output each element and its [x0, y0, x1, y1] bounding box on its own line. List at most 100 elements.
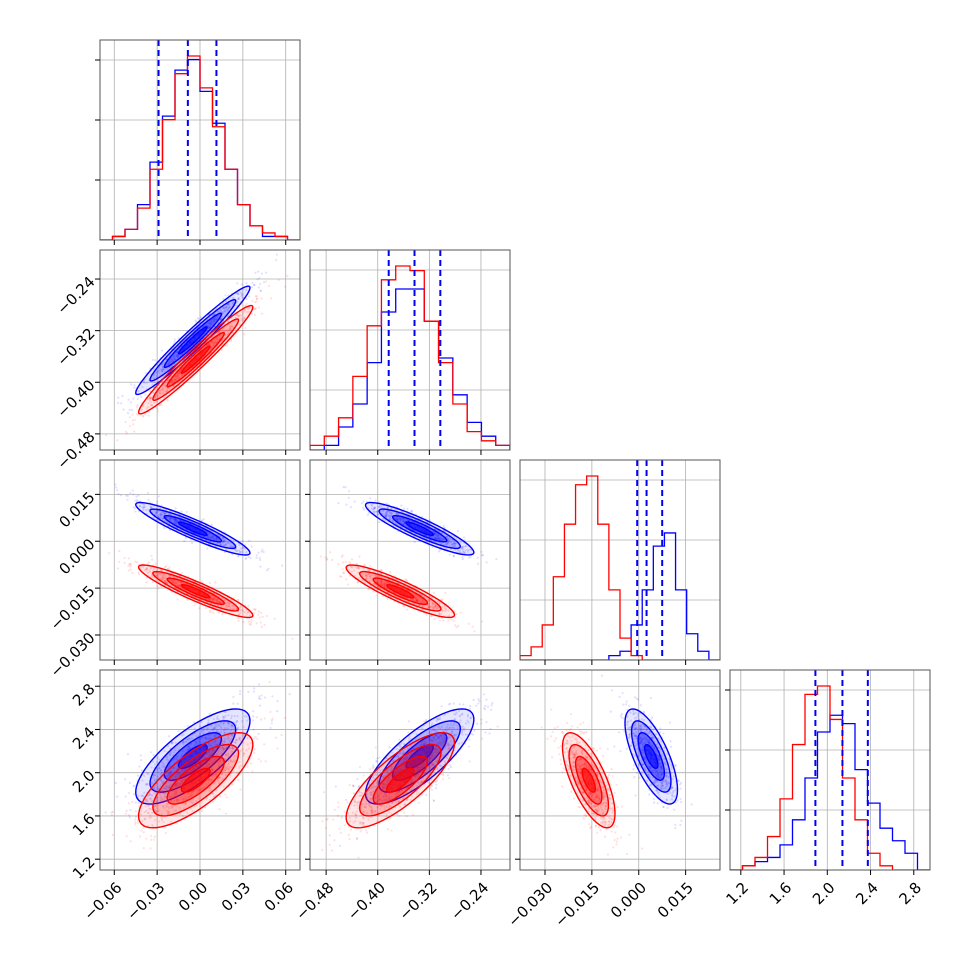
scatter-point	[134, 499, 137, 502]
scatter-point	[155, 509, 159, 512]
scatter-point	[228, 306, 231, 309]
scatter-point	[347, 568, 351, 572]
scatter-point	[161, 578, 165, 581]
scatter-point	[457, 624, 460, 628]
scatter-point	[236, 292, 239, 295]
scatter-point	[242, 297, 245, 300]
scatter-point	[442, 538, 445, 541]
scatter-point	[152, 391, 155, 394]
scatter-point	[355, 562, 358, 565]
scatter-point	[254, 608, 257, 612]
scatter-point	[207, 342, 210, 346]
scatter-point	[433, 532, 436, 535]
scatter-point	[145, 567, 148, 571]
scatter-point	[385, 511, 388, 514]
scatter-point	[174, 518, 177, 521]
scatter-point	[344, 486, 347, 489]
panel-1-1	[309, 249, 511, 455]
scatter-point	[241, 546, 244, 549]
scatter-point	[130, 408, 134, 412]
scatter-point	[138, 573, 141, 576]
scatter-point	[341, 568, 344, 571]
scatter-point	[188, 344, 191, 347]
scatter-point	[146, 567, 149, 570]
scatter-point	[461, 556, 464, 559]
scatter-point	[402, 519, 405, 523]
scatter-point	[161, 363, 164, 366]
scatter-point	[275, 253, 278, 256]
scatter-point	[159, 572, 163, 575]
scatter-point	[159, 576, 162, 580]
scatter-point	[215, 337, 218, 340]
scatter-point	[399, 518, 402, 521]
scatter-point	[170, 357, 173, 360]
scatter-point	[418, 598, 422, 601]
scatter-point	[224, 543, 227, 547]
scatter-point	[238, 314, 242, 317]
scatter-point	[226, 308, 229, 311]
scatter-point	[133, 384, 136, 387]
scatter-point	[259, 565, 262, 568]
scatter-point	[220, 536, 223, 539]
scatter-point	[175, 351, 178, 354]
scatter-point	[387, 514, 390, 517]
scatter-point	[367, 573, 370, 576]
scatter-point	[249, 621, 253, 624]
scatter-point	[136, 499, 139, 502]
scatter-point	[405, 608, 409, 611]
scatter-point	[397, 512, 400, 515]
scatter-point	[258, 704, 262, 707]
scatter-point	[386, 510, 389, 513]
scatter-point	[222, 306, 225, 310]
scatter-point	[286, 274, 289, 277]
scatter-point	[240, 283, 243, 286]
scatter-point	[151, 576, 154, 579]
scatter-point	[169, 516, 172, 519]
scatter-point	[429, 606, 432, 609]
scatter-point	[229, 545, 232, 548]
scatter-point	[435, 533, 438, 536]
scatter-point	[149, 397, 152, 400]
scatter-point	[166, 515, 169, 519]
scatter-point	[211, 341, 214, 345]
scatter-point	[213, 535, 216, 538]
scatter-point	[153, 380, 156, 384]
scatter-point	[164, 580, 167, 583]
scatter-point	[439, 537, 442, 540]
scatter-point	[225, 305, 228, 308]
scatter-point	[208, 324, 212, 327]
scatter-point	[173, 379, 176, 382]
scatter-point	[176, 374, 179, 378]
scatter-point	[261, 548, 264, 551]
scatter-point	[369, 497, 372, 500]
scatter-point	[162, 387, 165, 390]
scatter-point	[411, 598, 414, 601]
scatter-point	[155, 511, 158, 514]
scatter-point	[176, 355, 179, 358]
scatter-point	[406, 519, 409, 522]
scatter-point	[215, 599, 218, 602]
scatter-point	[156, 500, 159, 503]
scatter-point	[229, 325, 232, 328]
scatter-point	[173, 356, 176, 359]
scatter-point	[370, 504, 374, 507]
scatter-point	[136, 397, 139, 401]
scatter-point	[208, 536, 211, 539]
scatter-point	[208, 342, 211, 345]
scatter-point	[162, 517, 165, 520]
scatter-point	[326, 557, 329, 560]
scatter-point	[178, 372, 181, 375]
panel-2-2	[519, 459, 721, 665]
scatter-point	[133, 418, 136, 421]
scatter-point	[406, 507, 409, 510]
scatter-point	[364, 573, 367, 576]
scatter-point	[237, 314, 240, 318]
scatter-point	[219, 309, 222, 312]
scatter-point	[237, 554, 240, 557]
scatter-point	[453, 542, 456, 545]
scatter-point	[443, 606, 446, 610]
scatter-point	[241, 609, 245, 612]
scatter-point	[164, 580, 167, 583]
scatter-point	[164, 565, 167, 568]
